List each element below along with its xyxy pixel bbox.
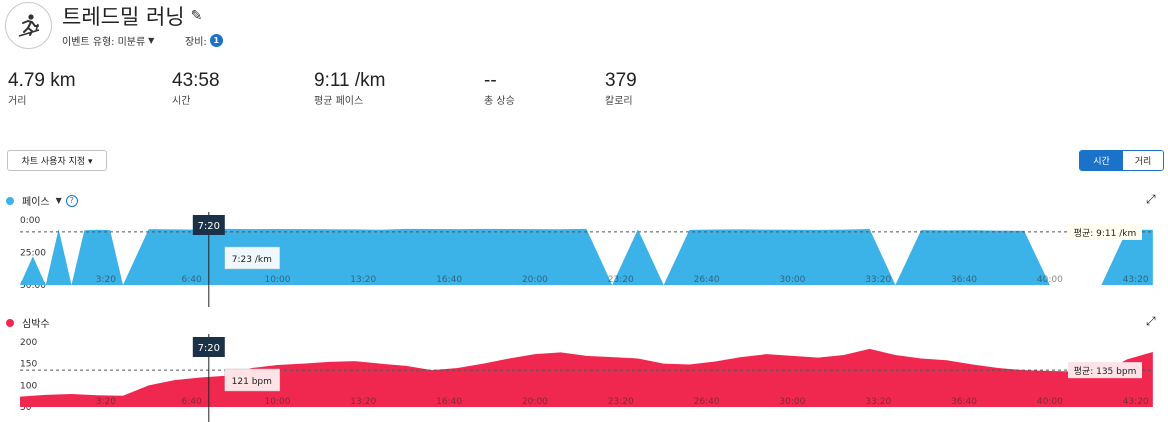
x-tick-label: 10:00 bbox=[264, 275, 290, 285]
x-tick-label: 16:40 bbox=[436, 397, 462, 407]
average-label: 평균: 135 bpm bbox=[1074, 366, 1137, 377]
x-tick-label: 13:20 bbox=[350, 275, 376, 285]
heart-rate-chart-title: 심박수 bbox=[22, 319, 50, 330]
x-tick-label: 10:00 bbox=[264, 397, 290, 407]
x-tick-label: 36:40 bbox=[951, 275, 977, 285]
y-tick-label: 100 bbox=[20, 381, 37, 391]
stat-calories: 379 칼로리 bbox=[605, 70, 637, 107]
cursor-value-label: 121 bpm bbox=[232, 377, 272, 387]
x-tick-label: 20:00 bbox=[522, 275, 548, 285]
stat-label: 평균 페이스 bbox=[314, 96, 364, 107]
gear-info[interactable]: 장비: 1 bbox=[185, 33, 223, 48]
x-tick-label: 13:20 bbox=[350, 397, 376, 407]
gear-count-badge[interactable]: 1 bbox=[209, 34, 223, 47]
cursor-time-label: 7:20 bbox=[198, 221, 220, 232]
x-tick-label: 33:20 bbox=[865, 397, 891, 407]
stat-value: 4.79 km bbox=[8, 70, 76, 91]
x-tick-label: 26:40 bbox=[694, 275, 720, 285]
heart-rate-legend-dot bbox=[6, 318, 14, 327]
x-tick-label: 16:40 bbox=[436, 275, 462, 285]
stat-value: 43:58 bbox=[172, 70, 220, 91]
x-tick-label: 43:20 bbox=[1123, 275, 1149, 285]
cursor-value-box bbox=[224, 368, 281, 392]
activity-title-text: 트레드밀 러닝 bbox=[62, 5, 185, 29]
heart-rate-chart-header: 심박수 bbox=[6, 315, 50, 330]
average-label-box bbox=[1068, 362, 1142, 379]
stat-label: 칼로리 bbox=[605, 96, 633, 107]
treadmill-runner-icon bbox=[18, 13, 39, 37]
x-tick-label: 3:20 bbox=[96, 275, 116, 285]
stat-label: 시간 bbox=[172, 96, 191, 107]
y-tick-label: 25:00 bbox=[20, 249, 46, 259]
event-type-selector[interactable]: 이벤트 유형: 미분류 ▼ bbox=[62, 33, 154, 48]
average-label-box bbox=[1068, 223, 1142, 240]
cursor-value-label: 7:23 /km bbox=[232, 255, 272, 265]
y-tick-label: 0:00 bbox=[20, 216, 40, 226]
x-tick-label: 23:20 bbox=[608, 397, 634, 407]
pace-chart-title: 페이스 bbox=[22, 197, 50, 208]
stat-label: 거리 bbox=[8, 96, 27, 107]
stat-avg-pace: 9:11 /km 평균 페이스 bbox=[314, 70, 385, 107]
pace-chart-header[interactable]: 페이스 ▼ ? bbox=[6, 193, 78, 208]
stat-value: 379 bbox=[605, 70, 637, 91]
help-icon[interactable]: ? bbox=[65, 194, 78, 207]
caret-down-icon[interactable]: ▼ bbox=[55, 196, 62, 205]
caret-down-icon: ▼ bbox=[148, 36, 155, 45]
time-distance-toggle: 시간 거리 bbox=[1079, 150, 1164, 171]
x-tick-label: 26:40 bbox=[694, 397, 720, 407]
cursor-value-box bbox=[224, 246, 281, 270]
stat-label: 총 상승 bbox=[484, 96, 515, 107]
x-tick-label: 6:40 bbox=[182, 275, 202, 285]
y-tick-label: 150 bbox=[20, 360, 37, 370]
series-area bbox=[20, 228, 1153, 285]
cursor-time-box bbox=[192, 215, 225, 235]
x-tick-label: 20:00 bbox=[522, 397, 548, 407]
event-type-value: 미분류 bbox=[117, 37, 146, 48]
toggle-time-button[interactable]: 시간 bbox=[1080, 151, 1123, 170]
x-tick-label: 33:20 bbox=[865, 275, 891, 285]
stat-value: 9:11 /km bbox=[314, 70, 386, 91]
x-tick-label: 23:20 bbox=[608, 275, 634, 285]
x-tick-label: 30:00 bbox=[779, 397, 805, 407]
x-tick-label: 40:00 bbox=[1037, 275, 1063, 285]
x-tick-label: 3:20 bbox=[96, 397, 116, 407]
stat-time: 43:58 시간 bbox=[172, 70, 220, 107]
activity-type-icon[interactable] bbox=[5, 2, 52, 49]
x-tick-label: 30:00 bbox=[779, 275, 805, 285]
gear-label: 장비: bbox=[185, 37, 207, 48]
x-tick-label: 43:20 bbox=[1123, 397, 1149, 407]
x-tick-label: 36:40 bbox=[951, 397, 977, 407]
cursor-time-label: 7:20 bbox=[198, 343, 220, 354]
average-label: 평균: 9:11 /km bbox=[1074, 228, 1137, 239]
expand-icon[interactable]: ⤢ bbox=[1146, 192, 1156, 206]
cursor-time-box bbox=[192, 337, 225, 357]
stat-distance: 4.79 km 거리 bbox=[8, 70, 76, 107]
y-tick-label: 200 bbox=[20, 338, 37, 348]
activity-title: 트레드밀 러닝 ✎ bbox=[62, 1, 202, 31]
toggle-distance-button[interactable]: 거리 bbox=[1123, 151, 1163, 170]
x-tick-label: 6:40 bbox=[182, 397, 202, 407]
edit-pencil-icon[interactable]: ✎ bbox=[190, 8, 203, 24]
stat-value: -- bbox=[484, 70, 497, 91]
x-tick-label: 40:00 bbox=[1037, 397, 1063, 407]
event-type-label: 이벤트 유형: bbox=[62, 37, 115, 48]
customize-chart-button[interactable]: 차트 사용자 지정 ▾ bbox=[7, 150, 107, 171]
series-area bbox=[20, 348, 1153, 407]
y-tick-label: 50:00 bbox=[20, 281, 46, 291]
y-tick-label: 50 bbox=[20, 403, 32, 413]
stat-total-ascent: -- 총 상승 bbox=[484, 70, 515, 107]
pace-legend-dot bbox=[6, 196, 14, 205]
expand-icon[interactable]: ⤢ bbox=[1146, 314, 1156, 328]
